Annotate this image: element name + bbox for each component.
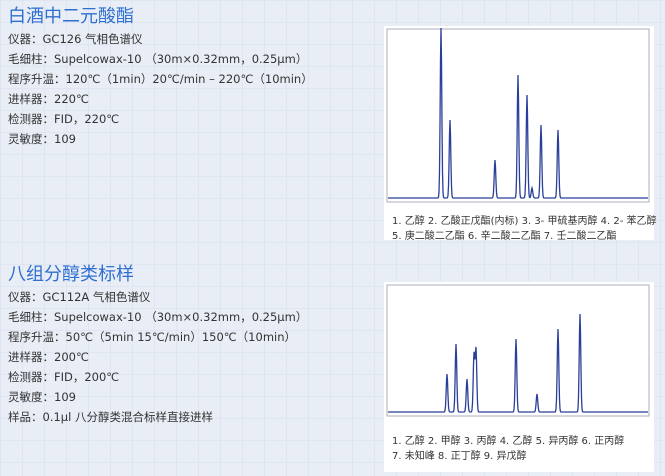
spec-line: 检测器：FID，200℃ [8, 370, 120, 384]
spec-line: 样品：0.1μl 八分醇类混合标样直接进样 [8, 410, 213, 424]
spec-line: 检测器：FID，220℃ [8, 112, 120, 126]
caption: 7. 未知峰 8. 正丁醇 9. 异戊醇 [392, 451, 527, 462]
caption: 1. 乙醇 2. 乙酸正戊酯(内标) 3. 3- 甲硫基丙醇 4. 2- 苯乙醇 [392, 216, 657, 227]
chromatogram [386, 27, 650, 203]
plot-frame [386, 28, 650, 203]
chromatogram-panel: 1. 乙醇 2. 甲醇 3. 丙醇 4. 乙醇 5. 异丙醇 6. 正丙醇 7. … [384, 282, 654, 472]
spec-line: 灵敏度：109 [8, 390, 76, 404]
section-title: 八组分醇类标样 [8, 264, 134, 285]
spec-line: 仪器：GC126 气相色谱仪 [8, 32, 143, 46]
chromatogram-trace [388, 27, 648, 199]
spec-line: 毛细柱：Supelcowax-10 （30m×0.32mm，0.25μm） [8, 52, 308, 66]
spec-line: 程序升温：50℃（5min 15℃/min）150℃（10min） [8, 330, 296, 344]
spec-line: 进样器：200℃ [8, 350, 89, 364]
spec-line: 毛细柱：Supelcowax-10 （30m×0.32mm，0.25μm） [8, 310, 308, 324]
chromatogram-panel: 1. 乙醇 2. 乙酸正戊酯(内标) 3. 3- 甲硫基丙醇 4. 2- 苯乙醇… [384, 26, 657, 242]
spec-line: 仪器：GC112A 气相色谱仪 [8, 290, 151, 304]
chromatogram [386, 284, 650, 417]
caption: 5. 庚二酸二乙酯 6. 辛二酸二乙酯 7. 壬二酸二乙酯 [392, 231, 617, 242]
plot-frame [386, 284, 650, 417]
section-title: 白酒中二元酸酯 [8, 6, 134, 27]
caption: 1. 乙醇 2. 甲醇 3. 丙醇 4. 乙醇 5. 异丙醇 6. 正丙醇 [392, 436, 625, 447]
spec-line: 灵敏度：109 [8, 132, 76, 146]
spec-line: 程序升温：120℃（1min）20℃/min – 220℃（10min） [8, 72, 313, 86]
chromatogram-trace [388, 313, 648, 413]
spec-line: 进样器：220℃ [8, 92, 89, 106]
